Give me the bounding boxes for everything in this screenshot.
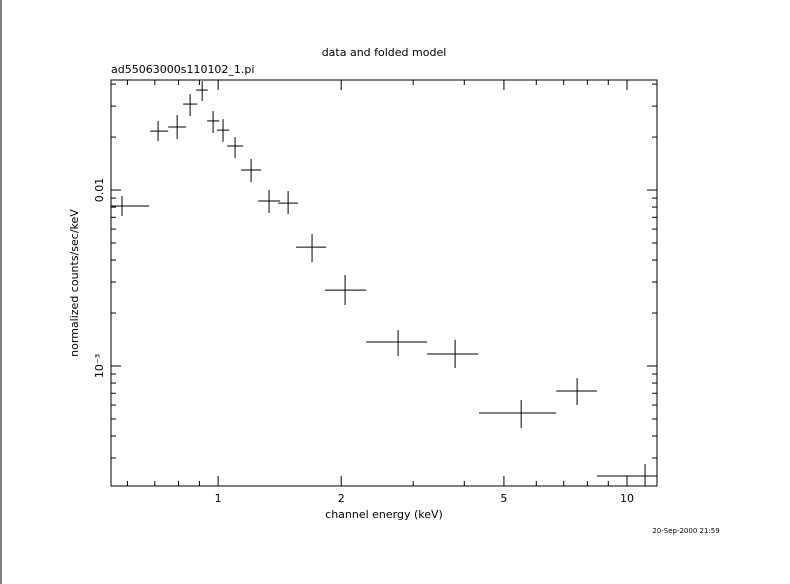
- x-tick-label: 10: [620, 492, 634, 505]
- x-axis-label: channel energy (keV): [325, 508, 443, 521]
- y-tick-label: 0.01: [93, 178, 106, 203]
- y-tick-label: 10⁻³: [93, 354, 106, 378]
- x-tick-label: 1: [215, 492, 222, 505]
- y-axis-label: normalized counts/sec/keV: [68, 209, 81, 357]
- x-tick-label: 5: [500, 492, 507, 505]
- chart-title: data and folded model: [322, 46, 447, 59]
- plot-frame: [110, 79, 658, 487]
- x-tick-label: 2: [338, 492, 345, 505]
- timestamp: 20-Sep-2000 21:59: [652, 527, 719, 535]
- chart-subtitle: ad55063000s110102_1.pi: [111, 63, 254, 76]
